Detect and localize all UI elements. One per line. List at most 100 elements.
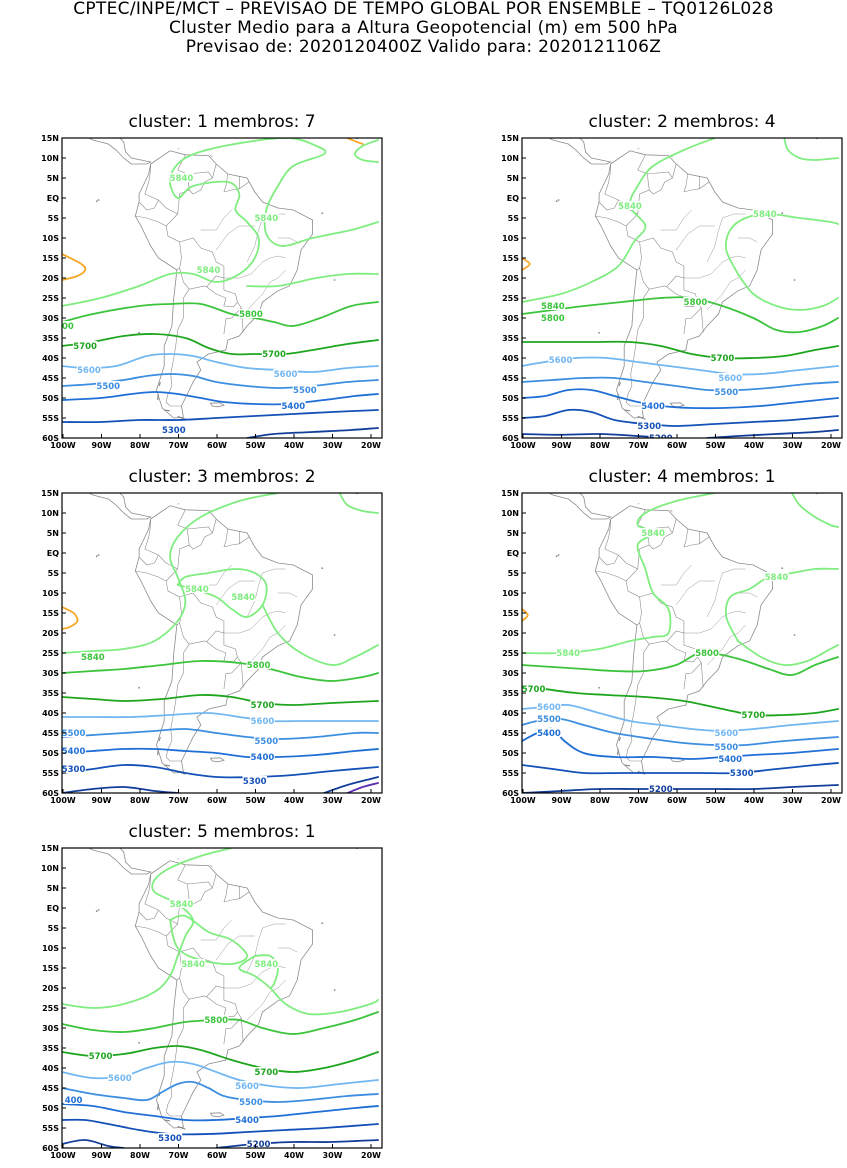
x-tick-label: 90W [92,1151,112,1160]
contour-label: 5200 [247,1140,271,1150]
contour-5200 [62,1139,125,1148]
island-dot [333,989,336,991]
y-tick-label: 5S [48,214,60,223]
country-border [144,519,178,570]
coastline-central-america [88,138,152,165]
contour-label: 5600 [77,366,101,376]
x-tick-label: 30W [323,441,343,450]
contour-5500 [62,728,379,740]
contour-label-bg [536,714,562,723]
island-dot [555,555,558,558]
contour-label-bg [648,433,673,438]
contour-label-bg [710,353,735,362]
country-border [598,554,619,566]
contour-label: 5700 [741,711,765,721]
coastline-central-america [548,493,612,520]
y-tick-label: 55S [42,769,59,778]
country-border [648,518,677,550]
x-tick-label: 30W [323,1151,343,1160]
contour-label-bg [764,572,789,581]
y-tick-label: 10N [501,509,519,518]
island-dot [814,133,816,135]
island [157,1103,159,1111]
contour-label: 5600 [549,356,573,366]
contour-label-bg [234,1081,260,1090]
y-tick-label: 55S [42,414,59,423]
country-border [648,163,677,195]
y-tick-label: 10N [501,154,519,163]
contour-5800 [62,301,379,327]
contour-label-bg [88,1051,113,1060]
state-border [200,209,232,231]
island [164,1119,171,1122]
contour-label-bg [204,1015,229,1024]
y-tick-label: 60S [42,789,59,798]
y-tick-label: 25S [502,649,519,658]
country-border [639,237,685,278]
country-border [625,644,650,762]
x-tick-label: 60W [667,796,687,805]
contour-label-bg [254,959,279,968]
contour-label: 5500 [62,729,86,739]
state-border [216,225,255,251]
panel-cluster-2: cluster: 2 membros: 4 5840 5840 5840 5800 58… [460,112,843,452]
contour-label-bg [683,297,708,306]
y-tick-label: 10S [42,589,59,598]
contour-label-bg [281,401,306,410]
contour-label-bg [536,702,562,711]
country-border [144,874,178,925]
contour-label-bg [238,309,264,318]
island-dot [598,331,601,334]
contour-label: 5600 [715,729,739,739]
y-tick-label: 15N [501,489,519,498]
x-tick-label: 60W [207,441,227,450]
y-tick-label: EQ [47,904,59,913]
x-tick-label: 30W [323,796,343,805]
contour-5400 [62,747,379,759]
state-border [683,610,746,634]
island [210,154,213,158]
y-tick-label: 45S [42,374,59,383]
contour-label: 5700 [522,685,546,695]
contour-label-bg [717,373,743,382]
contour-label: 5400 [235,1116,259,1126]
panel-cluster-3: cluster: 3 membros: 2 5840 5840 5840 5800 57… [0,467,383,807]
contour-label: 5200 [649,785,673,795]
contour-warm [62,606,79,630]
island [618,381,621,387]
contour-label-bg [540,313,566,322]
island-dot [138,686,141,689]
contour-label-bg [261,349,287,358]
contour-warm [522,257,531,271]
state-border [660,209,692,231]
y-tick-label: 55S [502,414,519,423]
x-tick-label: 40W [284,441,304,450]
contour-label: 5300 [162,426,186,436]
contour-5400 [62,391,379,406]
contour-label: 5700 [262,350,286,360]
state-border [676,580,715,606]
country-border [683,536,710,548]
y-tick-label: 45S [42,729,59,738]
country-border [179,977,207,1000]
y-tick-label: 35S [502,334,519,343]
map-area: 5840 5840 5840 5800 5800 5700 5700 5600 5600 5500… [62,138,379,438]
contour-label-bg [250,700,275,709]
country-border [179,622,207,645]
island [670,509,673,513]
contour-label: 5700 [73,342,97,352]
island [157,393,159,401]
contour-label-bg [292,385,318,394]
y-tick-label: 30S [42,669,59,678]
x-tick-label: 60W [207,1151,227,1160]
country-border [223,536,250,548]
state-border [737,237,758,243]
y-tick-label: 20S [42,629,59,638]
island [177,148,180,150]
map-area: 5840 5840 5840 5800 5700 5700 5600 5600 5500 400 5… [62,848,379,1150]
y-tick-label: 15S [42,609,59,618]
contour-5600 [522,703,839,732]
contour-label: 5800 [684,298,708,308]
contour-5300 [62,764,379,779]
state-border [200,919,232,941]
